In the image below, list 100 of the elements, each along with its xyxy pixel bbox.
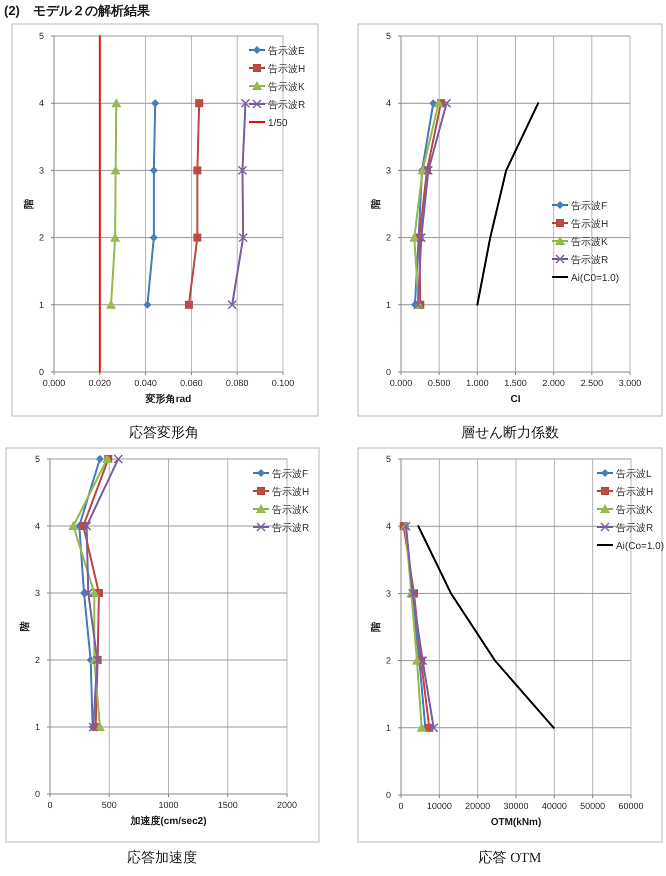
y-tick-label: 4 [386, 98, 391, 108]
x-tick-label: 2000 [276, 800, 298, 810]
point [409, 232, 420, 242]
point [89, 588, 100, 597]
y-axis-title: 階 [23, 198, 35, 209]
point [416, 232, 426, 242]
text: 応答変形角 [129, 425, 199, 441]
y-axis-title: 階 [19, 620, 31, 632]
point [143, 300, 152, 309]
point [111, 98, 122, 108]
y-tick-label: 5 [386, 31, 391, 41]
x-tick-label: 30000 [503, 801, 529, 811]
legend-label: 告示波R [268, 99, 306, 111]
x-tick-label: 2.500 [580, 378, 604, 388]
x-tick-label: 0 [47, 800, 53, 810]
point [434, 98, 444, 108]
legend-label: 告示波K [616, 504, 653, 516]
point [68, 521, 78, 530]
legend-label: 告示波H [571, 218, 608, 230]
line-series [417, 525, 555, 729]
point [240, 98, 250, 108]
y-tick-label: 2 [34, 655, 40, 665]
point [227, 300, 237, 310]
x-tick-label: 2.000 [542, 378, 565, 388]
point [416, 722, 427, 732]
x-tick-label: 0.000 [390, 378, 412, 388]
x-tick-label: 50000 [580, 801, 606, 811]
point [428, 723, 438, 732]
point [424, 166, 434, 176]
x-tick-label: 0.060 [180, 378, 203, 388]
x-tick-label: 20000 [465, 801, 490, 811]
point [110, 165, 121, 174]
y-tick-label: 0 [38, 367, 44, 377]
y-axis-title: 階 [370, 198, 382, 209]
line-series [476, 102, 540, 306]
point [442, 98, 452, 108]
x-tick-label: 3.000 [618, 378, 642, 388]
legend-label: Ai(Co=1.0) [616, 541, 664, 552]
y-tick-label: 3 [386, 165, 391, 176]
x-axis-title: 加速度(cm/sec2) [129, 815, 207, 827]
y-tick-label: 1 [386, 300, 391, 310]
x-tick-label: 60000 [618, 801, 644, 811]
point [114, 454, 123, 464]
y-tick-label: 3 [38, 165, 44, 176]
point [238, 232, 248, 242]
legend-label: 1/50 [268, 118, 288, 129]
legend-label: 告示波H [272, 486, 310, 498]
point [150, 234, 158, 242]
point [193, 166, 202, 174]
legend-label: 告示波H [616, 486, 654, 498]
text: 層せん断力係数 [461, 425, 559, 441]
x-tick-label: 0.080 [226, 378, 248, 388]
point [429, 99, 438, 108]
y-tick-label: 5 [34, 454, 40, 464]
x-tick-label: 1.000 [466, 378, 489, 388]
y-axis-title: 階 [370, 621, 382, 632]
y-tick-label: 0 [34, 789, 40, 799]
legend-label: 告示波H [268, 63, 306, 75]
legend-label: Ai(C0=1.0) [571, 273, 620, 284]
x-tick-label: 40000 [542, 801, 567, 811]
x-tick-label: 0.000 [42, 378, 66, 388]
legend-label: 告示波R [272, 522, 310, 534]
legend-label: 告示波K [272, 504, 309, 516]
point [151, 99, 160, 108]
point [193, 234, 202, 242]
y-tick-label: 4 [386, 521, 391, 532]
point [238, 166, 248, 176]
y-tick-label: 2 [386, 656, 391, 666]
x-tick-label: 0 [398, 801, 404, 811]
x-tick-label: 1000 [158, 800, 179, 810]
legend-label: 告示波F [272, 468, 308, 480]
point [96, 455, 104, 463]
legend-label: 告示波K [268, 81, 305, 93]
y-tick-label: 5 [38, 31, 44, 41]
point [106, 300, 116, 309]
legend-label: 告示波F [571, 200, 608, 212]
x-axis-title: 変形角rad [144, 393, 192, 405]
y-tick-label: 0 [386, 367, 391, 377]
y-tick-label: 3 [386, 588, 391, 598]
point [94, 722, 105, 731]
y-tick-label: 1 [386, 722, 391, 733]
y-tick-label: 2 [38, 232, 44, 243]
legend-label: 告示波L [616, 468, 652, 480]
x-axis-title: CI [510, 394, 521, 405]
y-tick-label: 1 [38, 300, 44, 310]
x-tick-label: 0.040 [134, 378, 157, 388]
x-tick-label: 1500 [218, 800, 238, 810]
point [84, 588, 93, 598]
x-tick-label: 0.500 [428, 378, 450, 388]
y-tick-label: 1 [34, 722, 40, 732]
point [418, 656, 428, 666]
y-tick-label: 0 [386, 790, 391, 800]
legend-label: 告示波R [616, 522, 654, 534]
point [110, 232, 120, 242]
y-tick-label: 4 [38, 98, 44, 108]
point [82, 521, 92, 531]
legend-label: 告示波R [571, 254, 608, 266]
x-axis-title: OTM(kNm) [490, 817, 542, 828]
x-tick-label: 1.500 [504, 378, 527, 388]
y-tick-label: 5 [386, 454, 391, 464]
